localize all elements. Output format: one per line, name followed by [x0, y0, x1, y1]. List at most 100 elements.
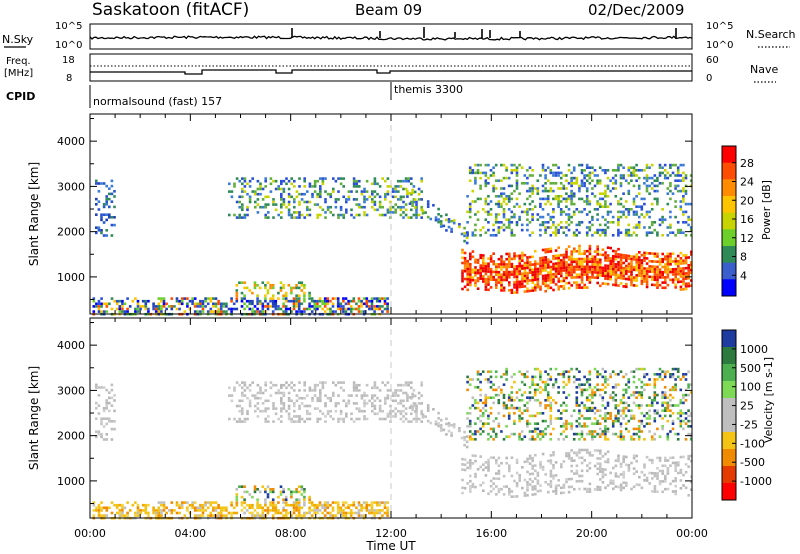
heatmap-cell: [625, 277, 628, 281]
heatmap-cell: [397, 394, 400, 397]
heatmap-cell: [651, 283, 654, 287]
heatmap-cell: [352, 182, 356, 186]
heatmap-cell: [580, 221, 584, 224]
heatmap-cell: [526, 457, 529, 461]
heatmap-cell: [162, 299, 166, 303]
heatmap-cell: [593, 265, 597, 269]
heatmap-cell: [349, 511, 353, 515]
heatmap-cell: [500, 430, 503, 433]
heatmap-cell: [167, 509, 171, 512]
heatmap-cell: [614, 276, 618, 279]
heatmap-cell: [661, 218, 664, 221]
heatmap-cell: [284, 310, 288, 313]
heatmap-cell: [554, 378, 558, 381]
heatmap-cell: [97, 182, 101, 185]
heatmap-cell: [632, 268, 636, 272]
heatmap-cell: [513, 265, 516, 268]
heatmap-cell: [520, 210, 524, 214]
heatmap-cell: [630, 265, 633, 269]
heatmap-cell: [134, 310, 137, 313]
heatmap-cell: [565, 250, 568, 254]
heatmap-cell: [329, 310, 332, 313]
heatmap-cell: [513, 270, 516, 274]
nsky-tick-top: 10^5: [55, 21, 82, 32]
heatmap-cell: [204, 503, 207, 507]
heatmap-cell: [643, 267, 646, 270]
heatmap-cell: [157, 514, 161, 517]
heatmap-cell: [282, 302, 285, 306]
heatmap-cell: [682, 269, 685, 273]
heatmap-cell: [282, 203, 286, 206]
heatmap-cell: [199, 299, 202, 303]
heatmap-cell: [505, 197, 508, 201]
heatmap-cell: [487, 461, 490, 464]
heatmap-cell: [559, 195, 563, 198]
heatmap-cell: [687, 266, 690, 270]
heatmap-cell: [481, 425, 485, 428]
heatmap-cell: [468, 435, 472, 438]
heatmap-cell: [682, 401, 685, 405]
heatmap-cell: [495, 477, 498, 480]
heatmap-cell: [347, 190, 351, 193]
heatmap-cell: [619, 263, 623, 267]
heatmap-cell: [588, 268, 592, 271]
heatmap-cell: [136, 302, 140, 306]
heatmap-cell: [682, 221, 685, 224]
heatmap-cell: [661, 182, 664, 185]
heatmap-cell: [274, 203, 278, 206]
heatmap-cell: [274, 509, 278, 512]
colorbar-swatch: [722, 179, 736, 197]
heatmap-cell: [682, 195, 685, 198]
heatmap-cell: [544, 274, 547, 277]
heatmap-cell: [243, 286, 246, 290]
heatmap-cell: [539, 386, 542, 389]
heatmap-cell: [580, 182, 584, 185]
heatmap-cell: [264, 299, 267, 303]
heatmap-cell: [580, 171, 584, 175]
heatmap-cell: [397, 409, 400, 413]
heatmap-cell: [376, 412, 379, 416]
heatmap-cell: [684, 282, 688, 286]
heatmap-cell: [536, 267, 540, 271]
heatmap-cell: [515, 166, 519, 169]
heatmap-cell: [331, 506, 335, 510]
heatmap-cell: [601, 215, 605, 219]
heatmap-cell: [606, 187, 610, 190]
heatmap-cell: [575, 228, 579, 232]
heatmap-cell: [580, 432, 584, 436]
heatmap-cell: [95, 197, 98, 201]
heatmap-cell: [510, 169, 514, 172]
heatmap-cell: [193, 506, 197, 510]
heatmap-cell: [469, 485, 472, 488]
colorbar-tick-label: 20: [740, 194, 754, 207]
heatmap-cell: [471, 278, 475, 282]
heatmap-cell: [368, 399, 371, 403]
heatmap-cell: [578, 189, 581, 193]
heatmap-cell: [523, 383, 527, 386]
heatmap-cell: [505, 176, 508, 180]
heatmap-cell: [627, 234, 631, 237]
heatmap-cell: [357, 514, 361, 517]
heatmap-cell: [637, 391, 641, 394]
heatmap-cell: [653, 260, 657, 263]
heatmap-cell: [588, 461, 592, 465]
heatmap-cell: [562, 401, 566, 405]
heatmap-cell: [682, 484, 685, 487]
heatmap-cell: [549, 401, 553, 405]
heatmap-cell: [557, 246, 560, 249]
heatmap-cell: [588, 260, 592, 263]
heatmap-cell: [562, 386, 566, 389]
heatmap-cell: [591, 218, 594, 221]
heatmap-cell: [240, 291, 244, 295]
heatmap-cell: [256, 211, 260, 214]
heatmap-cell: [614, 399, 618, 402]
heatmap-cell: [479, 272, 482, 275]
heatmap-cell: [306, 213, 309, 217]
heatmap-cell: [572, 409, 576, 412]
heatmap-cell: [588, 373, 592, 376]
heatmap-cell: [677, 278, 680, 281]
heatmap-cell: [640, 253, 644, 257]
heatmap-cell: [360, 310, 363, 313]
heatmap-cell: [235, 289, 239, 292]
heatmap-cell: [246, 208, 249, 212]
